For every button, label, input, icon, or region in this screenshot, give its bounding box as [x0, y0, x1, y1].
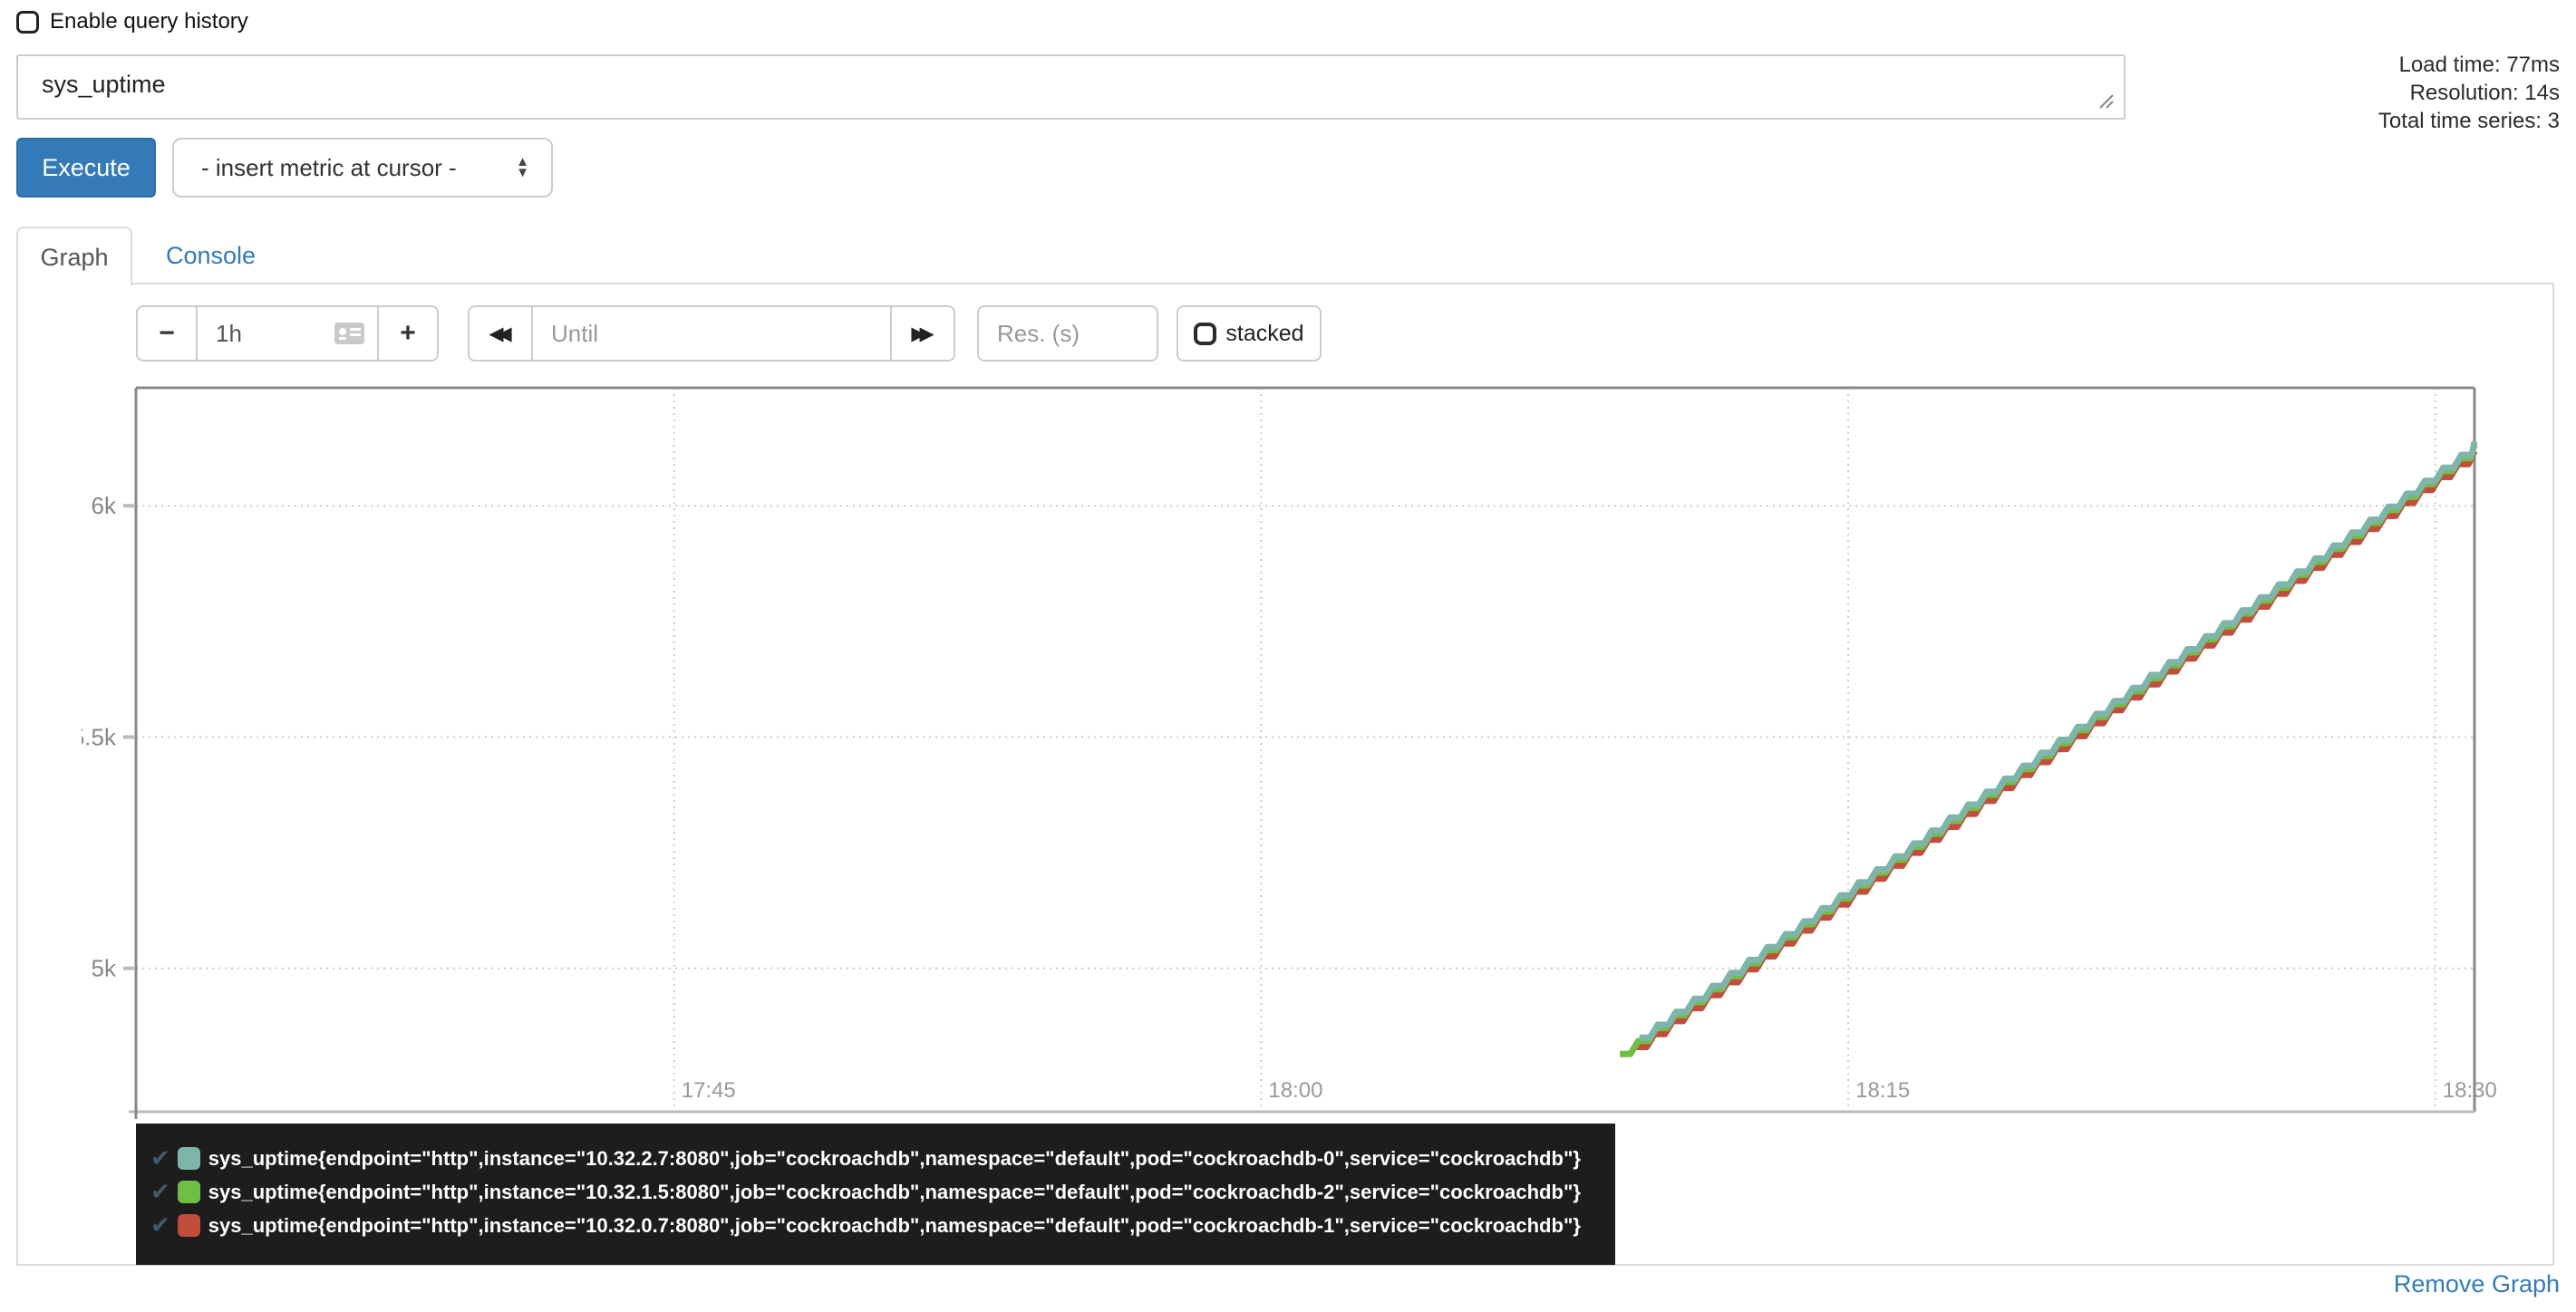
resolution-input[interactable] [977, 305, 1158, 362]
time-shift-group: ◀◀ ▶▶ [468, 305, 955, 362]
shift-forward-button[interactable]: ▶▶ [890, 305, 955, 362]
expression-input[interactable] [16, 54, 2126, 120]
total-series-text: Total time series: 3 [2377, 109, 2560, 133]
query-history-toggle[interactable]: Enable query history [16, 9, 248, 34]
range-input[interactable] [198, 319, 334, 348]
x-tick-label: 17:45 [682, 1078, 736, 1103]
x-tick-label: 18:15 [1855, 1078, 1910, 1103]
series-color-swatch [177, 1214, 200, 1237]
resize-grip-icon[interactable] [2096, 91, 2117, 112]
autofill-card-icon[interactable] [334, 321, 366, 346]
query-stats: Load time: 77ms Resolution: 14s Total ti… [2378, 51, 2560, 135]
until-input[interactable] [533, 319, 890, 348]
legend-series-label: sys_uptime{endpoint="http",instance="10.… [208, 1146, 1581, 1170]
load-time-text: Load time: 77ms [2398, 53, 2560, 77]
stacked-toggle[interactable]: stacked [1177, 305, 1322, 362]
series-color-swatch [177, 1147, 200, 1170]
fast-backward-icon: ◀◀ [489, 323, 511, 344]
graph-panel [16, 283, 2554, 1266]
insert-metric-select[interactable]: - insert metric at cursor - ▲ ▼ [172, 138, 553, 198]
series-visible-check-icon[interactable]: ✔ [150, 1178, 170, 1205]
shift-back-button[interactable]: ◀◀ [468, 305, 533, 362]
legend-row[interactable]: ✔ sys_uptime{endpoint="http",instance="10… [150, 1175, 1615, 1209]
fast-forward-icon: ▶▶ [911, 323, 934, 344]
x-tick-label: 18:30 [2443, 1078, 2497, 1103]
series-visible-check-icon[interactable]: ✔ [150, 1144, 170, 1172]
stacked-checkbox-icon[interactable] [1194, 322, 1217, 345]
remove-graph-link[interactable]: Remove Graph [2393, 1270, 2560, 1298]
legend-row[interactable]: ✔ sys_uptime{endpoint="http",instance="10… [150, 1209, 1615, 1242]
insert-metric-selected-value: - insert metric at cursor - [201, 153, 457, 181]
series-color-swatch [177, 1181, 200, 1203]
y-tick-label: 6k [92, 492, 117, 519]
until-field [531, 305, 892, 362]
query-history-label: Enable query history [50, 9, 248, 34]
legend-row[interactable]: ✔ sys_uptime{endpoint="http",instance="10… [150, 1142, 1615, 1175]
tab-graph[interactable]: Graph [16, 227, 132, 286]
y-tick-label: 5k [92, 955, 117, 982]
range-field [196, 305, 379, 362]
stacked-label: stacked [1225, 320, 1304, 346]
legend-series-label: sys_uptime{endpoint="http",instance="10.… [208, 1213, 1581, 1237]
y-tick-label: 5.5k [82, 723, 117, 750]
select-arrows-icon: ▲ ▼ [516, 154, 529, 180]
range-decrease-button[interactable]: − [136, 305, 198, 362]
range-control-group: − + [136, 305, 439, 362]
query-history-checkbox-icon[interactable] [16, 10, 39, 34]
legend-series-label: sys_uptime{endpoint="http",instance="10.… [208, 1180, 1581, 1203]
execute-button[interactable]: Execute [16, 138, 156, 198]
series-line [1639, 441, 2478, 1041]
uptime-chart[interactable]: 5k 5.5k 6k 17:45 18:00 18:15 18:30 [82, 379, 2529, 1122]
legend: ✔ sys_uptime{endpoint="http",instance="10… [136, 1124, 1615, 1265]
x-tick-label: 18:00 [1268, 1078, 1322, 1103]
tab-console[interactable]: Console [166, 241, 257, 269]
resolution-text: Resolution: 14s [2409, 81, 2560, 105]
range-increase-button[interactable]: + [377, 305, 439, 362]
series-visible-check-icon[interactable]: ✔ [150, 1211, 170, 1239]
